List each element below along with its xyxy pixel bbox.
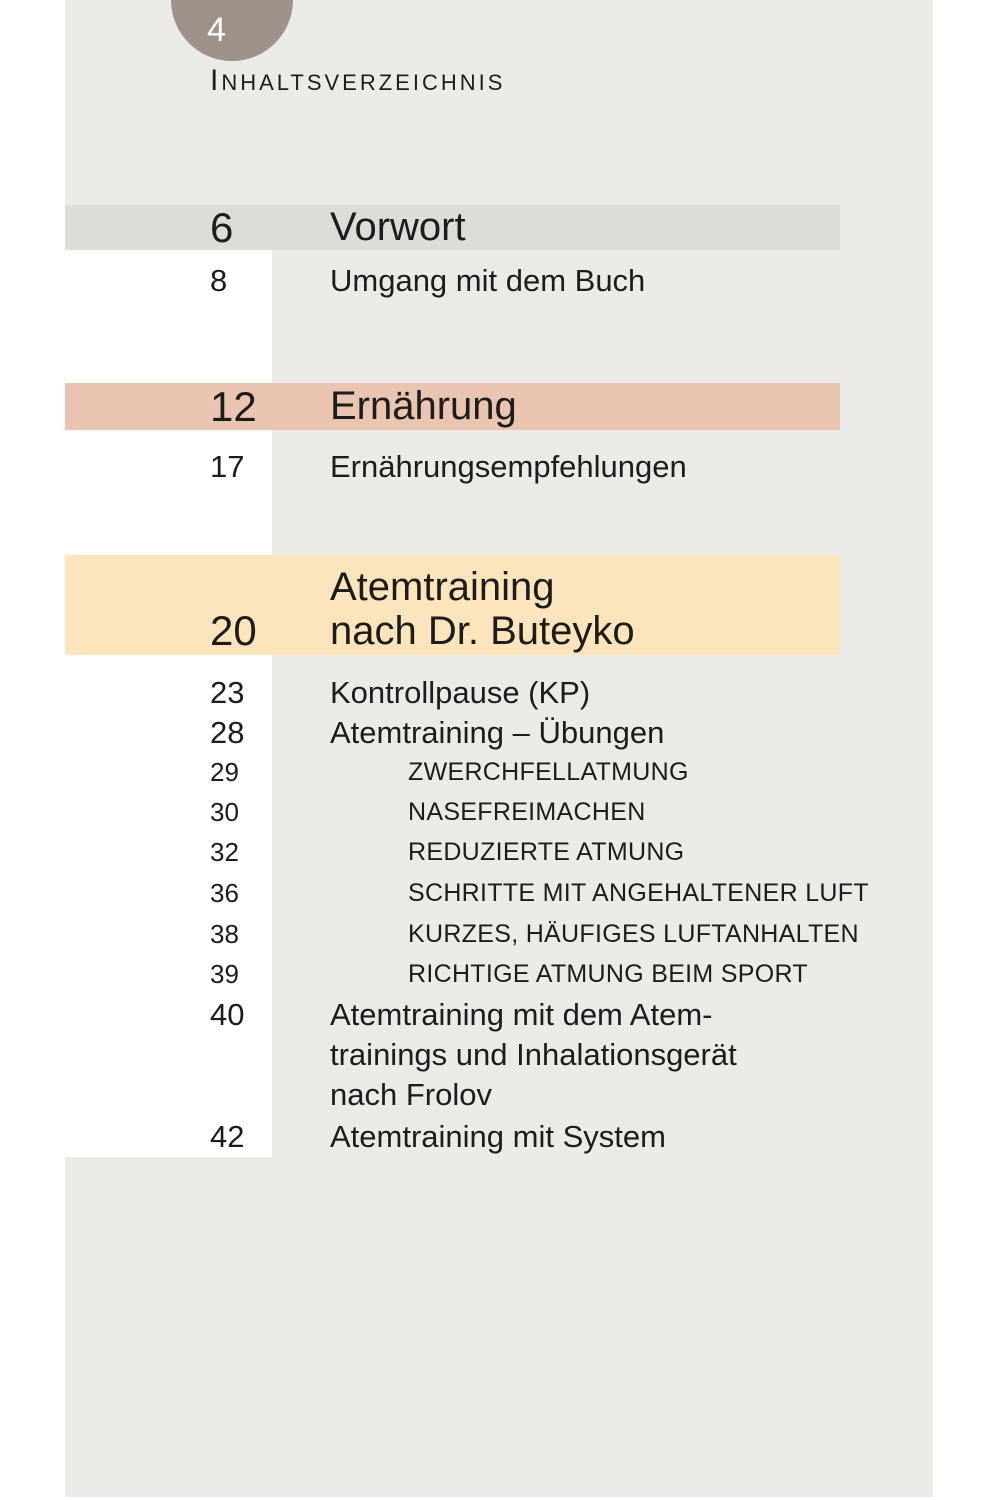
- toc-page-number: 30: [210, 797, 239, 827]
- toc-label: RICHTIGE ATMUNG BEIM SPORT: [408, 960, 808, 988]
- toc-page-number: 36: [210, 878, 239, 908]
- toc-label: Kontrollpause (KP): [330, 675, 591, 710]
- toc-page-number: 32: [210, 837, 239, 867]
- toc-label: Ernährungsempfehlungen: [330, 449, 687, 484]
- toc-label: ZWERCHFELLATMUNG: [408, 758, 689, 786]
- toc-section-vorwort: 6 Vorwort: [65, 205, 840, 250]
- toc-section-atemtraining: 20 Atemtraining nach Dr. Buteyko: [65, 555, 840, 655]
- toc-label: SCHRITTE MIT ANGEHALTENER LUFT: [408, 879, 869, 907]
- toc-page-number: 29: [210, 757, 239, 787]
- toc-label: REDUZIERTE ATMUNG: [408, 838, 685, 866]
- toc-label: Vorwort: [330, 205, 466, 249]
- toc-label: Atemtraining – Übungen: [330, 715, 665, 750]
- toc-page-number: 8: [210, 263, 228, 298]
- toc-section-ernaehrung: 12 Ernährung: [65, 383, 840, 430]
- toc-title: Inhaltsverzeichnis: [210, 64, 506, 97]
- toc-sub-nasefreimachen: 30 NASEFREIMACHEN: [65, 791, 840, 833]
- toc-label: KURZES, HÄUFIGES LUFTANHALTEN: [408, 920, 859, 948]
- toc-sub-reduzierte-atmung: 32 REDUZIERTE ATMUNG: [65, 831, 840, 873]
- page-number: 4: [207, 11, 226, 49]
- toc-entry-system: 42 Atemtraining mit System: [65, 1115, 840, 1159]
- toc-page-number: 17: [210, 449, 245, 484]
- toc-sub-luftanhalten: 38 KURZES, HÄUFIGES LUFTANHALTEN: [65, 913, 859, 955]
- toc-label-line1: Atemtraining mit dem Atem-: [330, 997, 713, 1032]
- toc-page-number: 38: [210, 919, 239, 949]
- toc-page-number: 28: [210, 715, 245, 750]
- toc-sub-zwerchfellatmung: 29 ZWERCHFELLATMUNG: [65, 751, 840, 793]
- toc-page-number: 40: [210, 997, 245, 1032]
- toc-entry-uebungen: 28 Atemtraining – Übungen: [65, 711, 840, 755]
- toc-entry-kontrollpause: 23 Kontrollpause (KP): [65, 671, 840, 715]
- toc-label: Ernährung: [330, 384, 517, 428]
- toc-sub-atmung-sport: 39 RICHTIGE ATMUNG BEIM SPORT: [65, 953, 840, 995]
- toc-label-lines: Atemtraining mit dem Atem- trainings und…: [330, 995, 737, 1115]
- toc-label-line3: nach Frolov: [330, 1077, 492, 1112]
- toc-label-line1: Atemtraining: [330, 565, 555, 609]
- toc-page-number: 42: [210, 1119, 245, 1154]
- toc-page-number: 6: [210, 204, 234, 251]
- toc-entry-empfehlungen: 17 Ernährungsempfehlungen: [65, 445, 840, 489]
- toc-entry-frolov: 40 Atemtraining mit dem Atem- trainings …: [65, 995, 840, 1115]
- toc-label: Umgang mit dem Buch: [330, 263, 646, 298]
- toc-page-number: 39: [210, 959, 239, 989]
- toc-page-number: 12: [210, 383, 257, 430]
- toc-page-number: 23: [210, 675, 245, 710]
- toc-label: NASEFREIMACHEN: [408, 798, 646, 826]
- toc-label-line2: nach Dr. Buteyko: [330, 609, 635, 653]
- toc-sub-schritte: 36 SCHRITTE MIT ANGEHALTENER LUFT: [65, 872, 869, 914]
- toc-entry-umgang: 8 Umgang mit dem Buch: [65, 259, 840, 303]
- toc-page-number: 20: [210, 607, 257, 654]
- toc-label-line2: trainings und Inhalationsgerät: [330, 1037, 737, 1072]
- page-number-column: [65, 205, 272, 1157]
- toc-label: Atemtraining mit System: [330, 1119, 666, 1154]
